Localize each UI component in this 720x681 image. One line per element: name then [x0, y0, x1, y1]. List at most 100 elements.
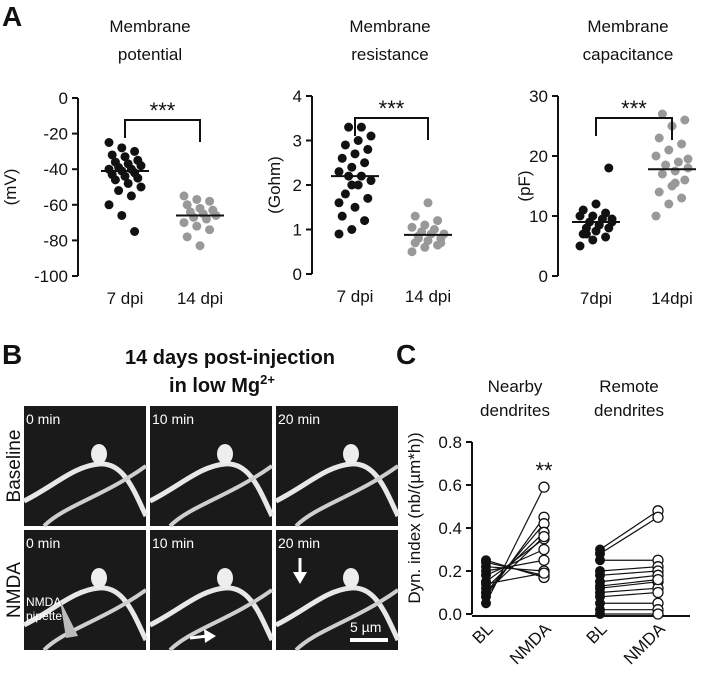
dot [337, 153, 347, 163]
chart-title: Membrane [587, 17, 668, 36]
panel-label: A [2, 1, 22, 32]
y-tick-label: -60 [43, 196, 68, 215]
dot [654, 133, 664, 143]
dot [651, 151, 661, 161]
dot [677, 193, 687, 203]
dot [205, 196, 215, 206]
pair-line [599, 591, 659, 598]
dot-after [538, 530, 550, 543]
dot [179, 191, 189, 201]
x-tick-label: 7 dpi [337, 287, 374, 306]
dot [581, 229, 591, 239]
y-tick-label: -40 [43, 160, 68, 179]
x-tick-label: 7dpi [580, 289, 612, 308]
y-tick-label: -20 [43, 125, 68, 144]
pair-line [599, 579, 659, 587]
dot [340, 140, 350, 150]
chart-title: capacitance [583, 45, 674, 64]
dendrite [42, 464, 148, 528]
y-tick-label: 10 [529, 207, 548, 226]
y-tick-label: 0.6 [438, 476, 462, 495]
dot [123, 178, 133, 188]
dot [130, 227, 140, 236]
y-tick-label: 0.2 [438, 562, 462, 581]
dot-after [652, 608, 664, 620]
dot-before [595, 609, 605, 619]
dot [601, 232, 611, 242]
dot [205, 225, 215, 235]
y-tick-label: 4 [293, 87, 302, 106]
pair-line [485, 548, 545, 576]
pair-line [599, 510, 659, 550]
group-label: Remote [599, 377, 659, 396]
dot [192, 194, 202, 204]
dot [683, 163, 693, 173]
y-tick-label: -80 [43, 231, 68, 250]
dot [661, 160, 671, 170]
row-label: Baseline [4, 430, 25, 503]
x-tick-label: BL [469, 619, 497, 647]
dot [356, 122, 366, 132]
dot [347, 180, 357, 190]
image-title: 14 days post-injection [125, 347, 335, 369]
dot-after [652, 586, 664, 599]
spine [217, 444, 233, 464]
dot [350, 149, 360, 159]
dot [350, 202, 360, 212]
dot [578, 205, 588, 215]
dot [107, 150, 117, 160]
spine [343, 568, 359, 588]
pipette-label: NMDA [26, 595, 61, 609]
significance: *** [150, 98, 176, 123]
pair-line [485, 523, 545, 593]
pair-line [599, 587, 659, 594]
x-tick-label: 14 dpi [177, 289, 223, 308]
dot [340, 189, 350, 199]
dot [195, 241, 205, 251]
dot [136, 182, 146, 192]
dot [657, 109, 667, 119]
dot [591, 199, 601, 209]
x-tick-label: NMDA [620, 619, 669, 668]
dot [677, 139, 687, 149]
dot [575, 241, 585, 251]
pair-line [599, 516, 659, 555]
dot [189, 212, 199, 222]
chart-title: Membrane [109, 17, 190, 36]
x-tick-label: 7 dpi [107, 289, 144, 308]
chart-title: resistance [351, 45, 428, 64]
dot [120, 171, 130, 181]
y-tick-label: 30 [529, 87, 548, 106]
dot [683, 154, 693, 164]
dot-after [652, 511, 664, 523]
dot [363, 193, 373, 203]
pipette [60, 600, 78, 638]
pair-line [599, 570, 659, 576]
image-grid: 0 min 10 min 20 min 0 min 10 min 20 min NMDApi… [22, 406, 401, 652]
dot [182, 232, 192, 242]
dot [114, 186, 124, 196]
dot-after [538, 543, 550, 556]
dot [407, 222, 417, 232]
x-tick-label: 14dpi [651, 289, 693, 308]
pair-line [599, 566, 659, 572]
scale-label: 5 µm [350, 619, 381, 635]
chart-title: potential [118, 45, 182, 64]
dot [413, 233, 423, 243]
dot-before [481, 578, 491, 589]
y-tick-label: 1 [293, 221, 302, 240]
dendrite [294, 464, 400, 528]
dot [334, 229, 344, 239]
dot [363, 144, 373, 154]
dot [126, 191, 136, 201]
dot [182, 200, 192, 210]
significance-bracket [124, 119, 201, 142]
significance: *** [379, 96, 405, 121]
time-label: 10 min [152, 411, 194, 427]
dot [334, 167, 344, 177]
dot [680, 115, 690, 125]
dot [436, 238, 446, 248]
dot [588, 211, 598, 221]
group-label: dendrites [594, 401, 664, 420]
x-tick-label: BL [583, 619, 611, 647]
